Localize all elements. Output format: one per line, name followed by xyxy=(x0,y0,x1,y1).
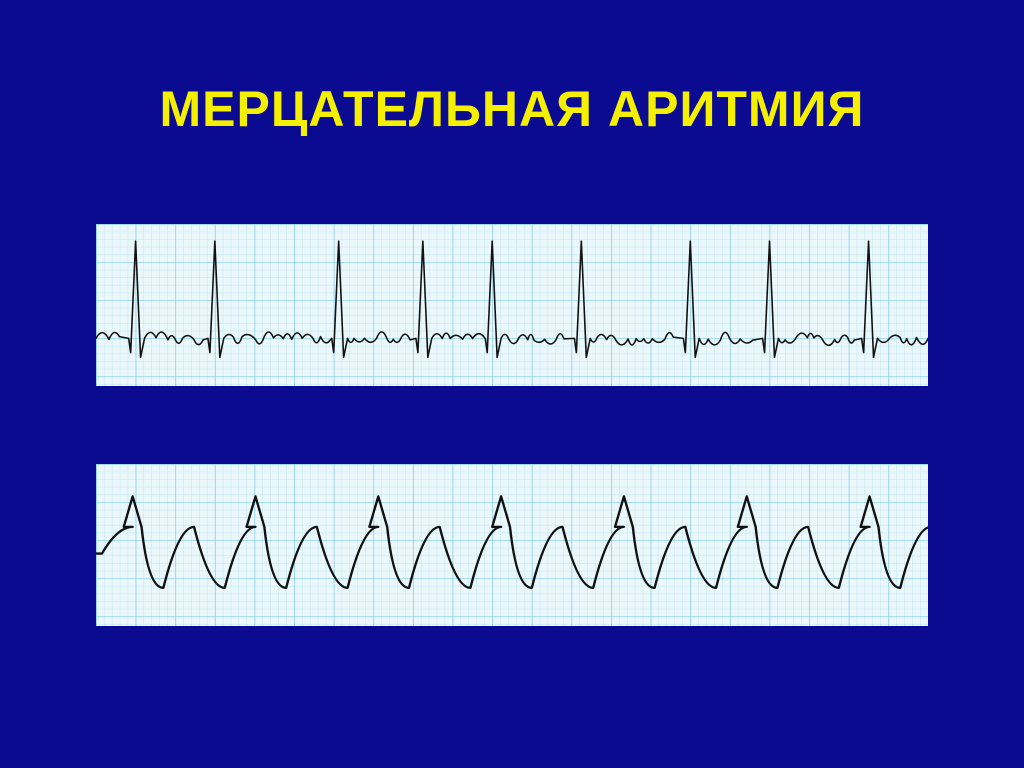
slide-root: МЕРЦАТЕЛЬНАЯ АРИТМИЯ xyxy=(0,0,1024,768)
atrial-fibrillation-strip-1-svg xyxy=(96,224,928,386)
atrial-fibrillation-strip-1 xyxy=(92,220,932,390)
slide-title: МЕРЦАТЕЛЬНАЯ АРИТМИЯ xyxy=(0,80,1024,138)
atrial-flutter-strip-2-svg xyxy=(96,464,928,626)
atrial-flutter-strip-2 xyxy=(92,460,932,630)
